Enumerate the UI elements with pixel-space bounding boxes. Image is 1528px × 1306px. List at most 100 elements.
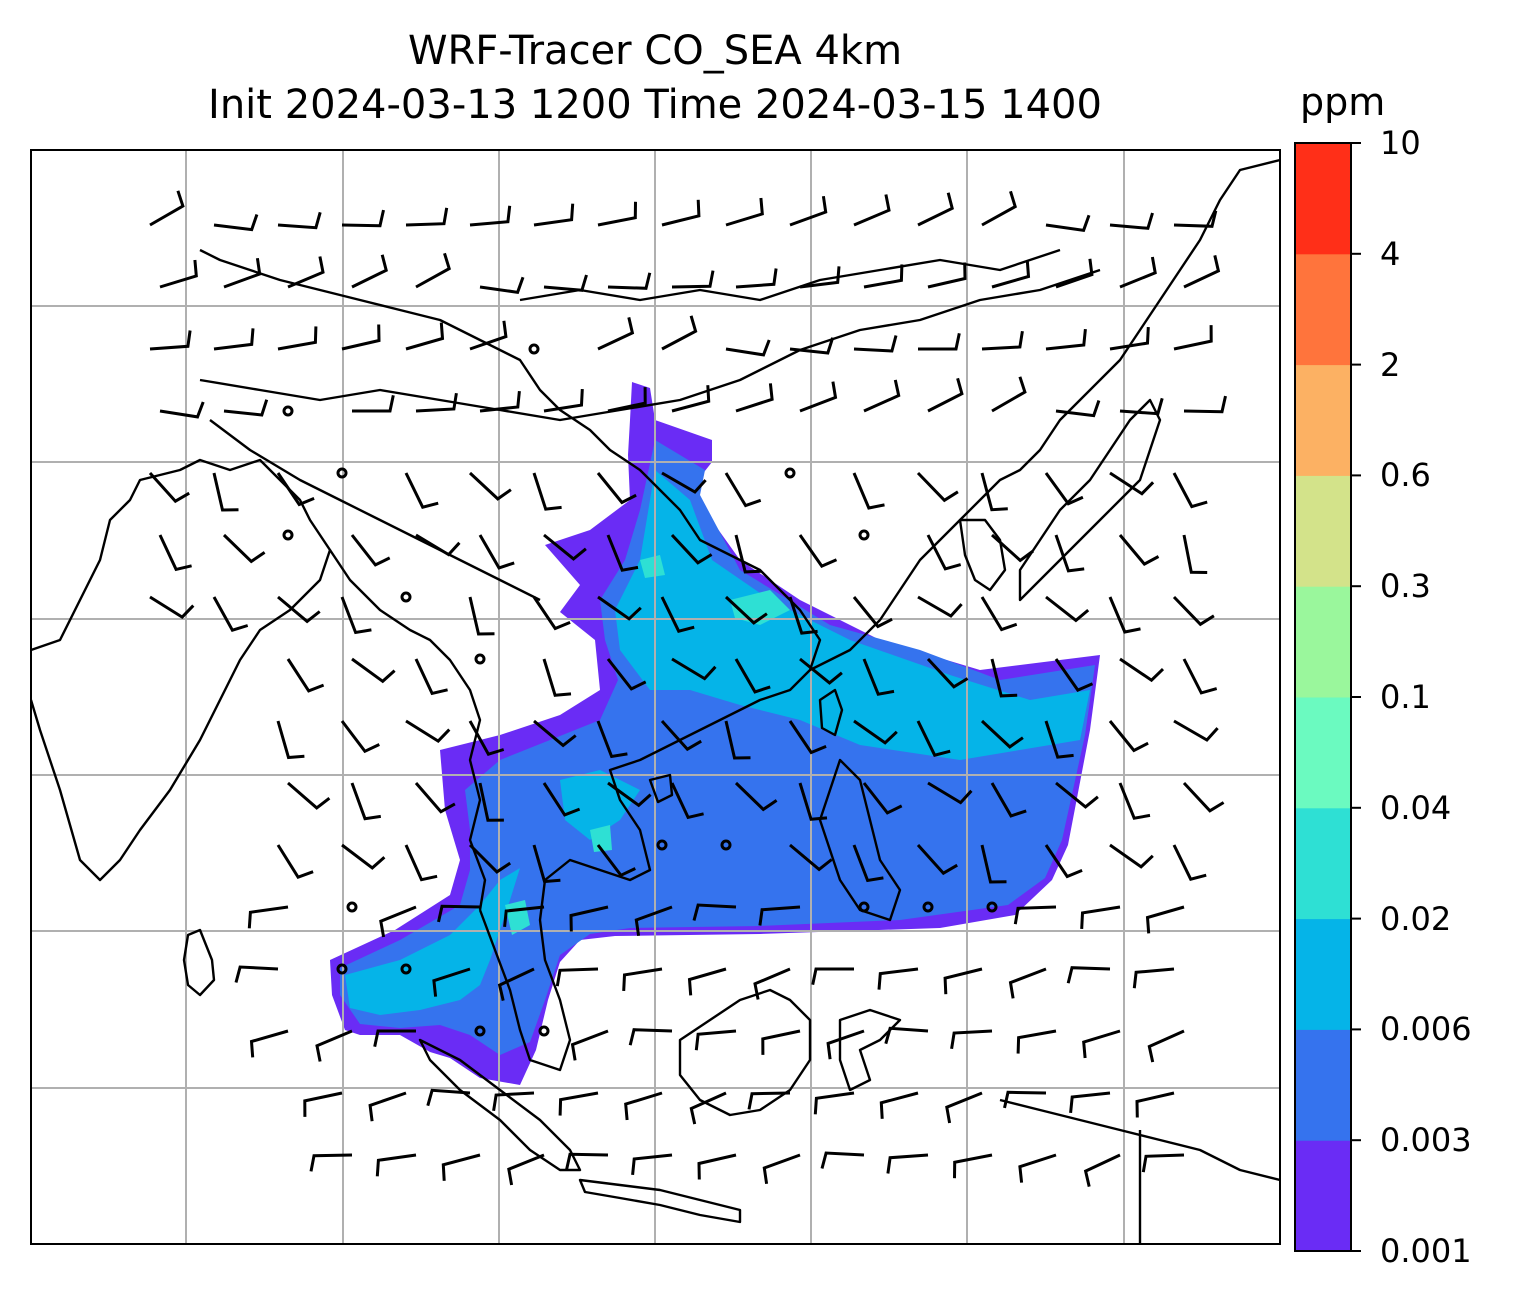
coastline-india xyxy=(31,458,332,882)
co-plume-0003 xyxy=(340,440,1095,1055)
wind-barb xyxy=(916,720,951,757)
wind-barb xyxy=(1055,258,1094,289)
wind-barb xyxy=(1080,905,1121,929)
wind-barb xyxy=(503,905,545,928)
wind-barb xyxy=(660,719,702,752)
wind-barb xyxy=(351,254,388,289)
wind-barb xyxy=(276,844,314,880)
wind-barb xyxy=(788,720,827,755)
wind-barb xyxy=(405,322,445,351)
wind-barb xyxy=(542,658,572,697)
wind-barb xyxy=(747,1091,791,1110)
wind-barb xyxy=(497,967,535,1001)
map-gridlines xyxy=(31,150,1280,1244)
wind-barb xyxy=(569,905,609,932)
wind-barb xyxy=(597,317,635,351)
coastline-philippines xyxy=(818,758,902,922)
wind-barb xyxy=(631,1153,673,1176)
wind-barb xyxy=(468,596,495,636)
wind-barb xyxy=(980,596,1018,632)
wind-barb xyxy=(916,843,958,876)
wind-barb xyxy=(607,781,652,808)
colorbar-tick-label-8: 2 xyxy=(1380,345,1401,384)
wind-barb xyxy=(341,209,385,228)
wind-barb xyxy=(479,390,521,413)
wind-calm-marker xyxy=(720,839,732,851)
wind-barb xyxy=(507,1153,545,1186)
wind-barb xyxy=(1045,214,1091,232)
wind-barb xyxy=(852,472,885,510)
wind-barb xyxy=(1109,212,1154,230)
wind-barb xyxy=(863,379,901,413)
wind-barb xyxy=(694,1029,737,1051)
wind-barb xyxy=(918,332,961,351)
wind-barb xyxy=(533,203,575,227)
map-title-line2: Init 2024-03-13 1200 Time 2024-03-15 140… xyxy=(208,82,1102,128)
wind-calm-marker xyxy=(528,343,540,355)
wind-barb xyxy=(1183,255,1221,289)
wind-barb xyxy=(1183,395,1227,414)
wind-barb xyxy=(671,657,717,681)
wind-barb xyxy=(981,190,1017,227)
wind-barb xyxy=(863,264,904,289)
wind-barb xyxy=(991,260,1031,289)
wind-barb xyxy=(724,720,751,760)
wind-barb xyxy=(341,324,381,351)
wind-barb xyxy=(1119,397,1164,416)
wind-barb xyxy=(1055,781,1099,809)
wind-barb xyxy=(1003,1090,1047,1109)
wind-barb xyxy=(1172,844,1207,881)
wind-barb xyxy=(375,1153,417,1177)
wind-barb xyxy=(405,207,449,227)
wind-barb xyxy=(223,257,262,289)
wind-barb xyxy=(542,782,581,817)
wind-barb xyxy=(1066,966,1111,984)
wind-barb xyxy=(351,657,396,684)
coastline-japan xyxy=(1018,398,1162,602)
wind-barb xyxy=(468,720,505,756)
wind-barb xyxy=(692,903,737,921)
wind-barb xyxy=(1109,327,1150,351)
wind-barb xyxy=(1044,844,1083,879)
wind-barb xyxy=(990,782,1027,818)
wind-barb xyxy=(661,199,701,227)
wind-barb xyxy=(596,720,628,759)
wind-barb xyxy=(761,1029,801,1055)
wind-barb xyxy=(426,1088,471,1107)
border-himalaya xyxy=(209,419,541,602)
wind-barb xyxy=(213,328,255,351)
wind-barb xyxy=(724,472,762,508)
wind-barb xyxy=(414,658,448,696)
wind-barb xyxy=(789,843,833,872)
wind-barb xyxy=(492,1091,535,1112)
wind-barb xyxy=(350,782,382,821)
wind-barb xyxy=(853,194,891,227)
wind-barb xyxy=(1141,1153,1185,1173)
wind-barb xyxy=(788,596,818,635)
wind-barb xyxy=(543,274,588,292)
colorbar-tick-label-6: 0.3 xyxy=(1380,567,1431,606)
wind-barb xyxy=(670,533,713,565)
wind-barb xyxy=(734,781,778,812)
wind-calm-marker xyxy=(346,901,358,913)
wind-barb xyxy=(1044,472,1084,506)
wind-barb xyxy=(670,782,704,820)
wind-barb xyxy=(404,472,439,509)
wind-barb xyxy=(340,720,380,754)
wind-barb xyxy=(917,595,963,618)
colorbar-tick-label-7: 0.6 xyxy=(1380,456,1431,495)
wind-barb xyxy=(1119,256,1157,289)
wind-barb xyxy=(148,471,190,504)
wind-barb xyxy=(607,387,647,413)
wind-barb xyxy=(813,1091,855,1115)
coastlines xyxy=(31,158,1280,1244)
wind-barb xyxy=(1147,1029,1185,1063)
co-plume-0006 xyxy=(615,470,1090,760)
wind-barb xyxy=(596,472,637,505)
wind-barb xyxy=(980,844,1007,884)
wind-barb xyxy=(820,1151,865,1169)
wind-barb xyxy=(990,533,1034,563)
wind-barb xyxy=(379,905,417,938)
wind-barb xyxy=(799,266,841,289)
colorbar-segment-5 xyxy=(1295,586,1351,698)
